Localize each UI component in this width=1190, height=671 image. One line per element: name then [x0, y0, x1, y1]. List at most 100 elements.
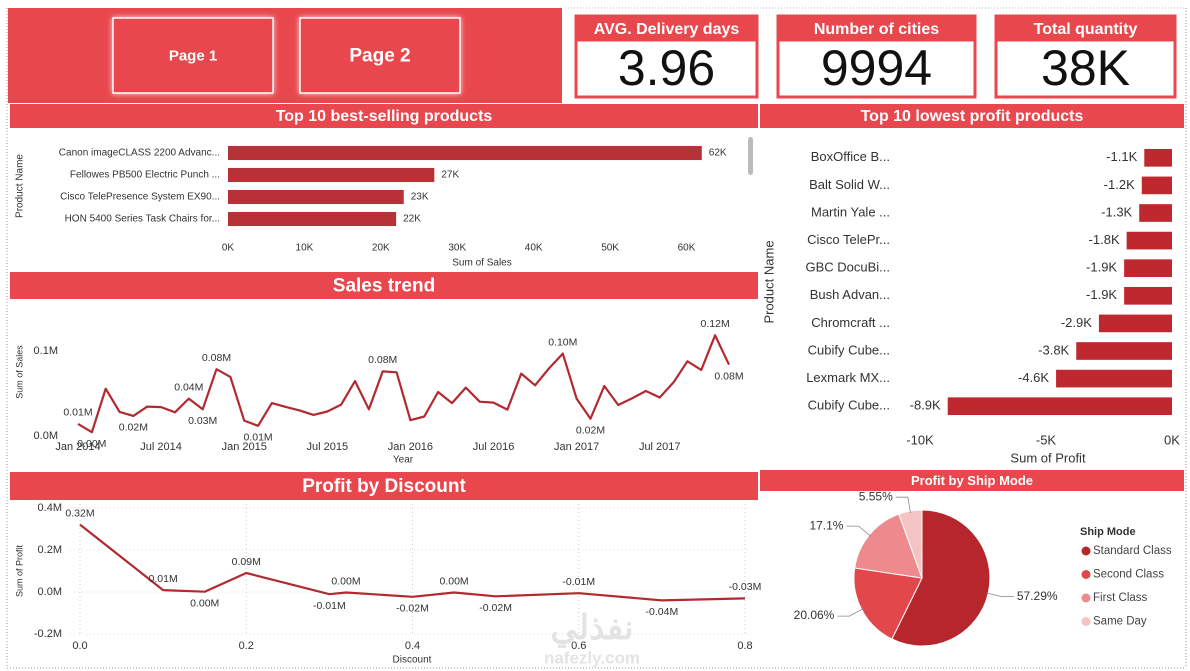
y-tick-label: HON 5400 Series Task Chairs for... — [65, 214, 220, 225]
y-axis-label: Sum of Sales — [14, 345, 24, 399]
data-label: 27K — [441, 170, 459, 181]
nav-panel — [8, 8, 562, 103]
x-tick-label: 30K — [448, 243, 466, 254]
data-label: 0.09M — [232, 556, 261, 568]
bar — [947, 397, 1172, 416]
x-tick-label: 60K — [678, 243, 696, 254]
bar — [1126, 231, 1172, 250]
y-tick-label: Cisco TelePresence System EX90... — [60, 192, 220, 203]
x-tick-label: Jan 2014 — [55, 441, 100, 453]
x-axis-label: Year — [393, 455, 414, 466]
chart-title: Top 10 best-selling products — [276, 108, 493, 125]
bar — [228, 189, 404, 205]
kpi-header — [779, 17, 974, 42]
x-tick-label: Jan 2015 — [222, 441, 267, 453]
x-axis-label: Sum of Sales — [452, 258, 511, 269]
data-label: 17.1% — [809, 518, 843, 532]
kpi-value: 38K — [1041, 40, 1130, 96]
legend-title: Ship Mode — [1080, 526, 1136, 538]
kpi-header — [997, 17, 1174, 42]
data-label: -0.01M — [313, 600, 346, 612]
x-tick-label: Jul 2016 — [473, 441, 515, 453]
x-tick-label: 20K — [372, 243, 390, 254]
section-header — [10, 272, 758, 299]
y-tick-label: GBC DocuBi... — [805, 260, 890, 275]
chart-title: Profit by Ship Mode — [911, 473, 1033, 488]
data-label: -1.8K — [1089, 232, 1120, 247]
page-button[interactable] — [112, 17, 274, 94]
legend-label: Second Class — [1093, 569, 1164, 581]
x-axis-label: Discount — [393, 655, 432, 666]
x-tick-label: -5K — [1036, 432, 1057, 447]
x-tick-label: 50K — [601, 243, 619, 254]
bar — [228, 211, 397, 227]
x-tick-label: Jan 2017 — [554, 441, 599, 453]
data-label: -1.9K — [1086, 287, 1117, 302]
leader-line — [895, 496, 911, 514]
leader-line — [986, 592, 1014, 597]
bar — [228, 167, 435, 183]
x-tick-label: 0.8 — [737, 640, 752, 652]
y-axis-label: Product Name — [15, 154, 26, 218]
line-series — [79, 523, 746, 602]
x-tick-label: Jul 2014 — [140, 441, 182, 453]
legend-label: Standard Class — [1093, 545, 1172, 557]
data-label: 0.00M — [190, 597, 219, 609]
data-label: 0.00M — [77, 438, 106, 450]
data-label: -1.3K — [1101, 204, 1132, 219]
data-label: -0.02M — [396, 603, 429, 615]
data-label: -0.02M — [479, 602, 512, 614]
data-label: 20.06% — [794, 608, 835, 622]
data-label: 0.10M — [548, 336, 577, 348]
y-tick-label: Martin Yale ... — [811, 204, 890, 219]
data-label: 0.04M — [174, 381, 203, 393]
watermark: نفذلي — [550, 609, 633, 648]
legend-label: First Class — [1093, 592, 1148, 604]
x-tick-label: Jul 2015 — [307, 441, 349, 453]
kpi-value: 3.96 — [618, 40, 715, 96]
chart-title: Profit by Discount — [302, 476, 466, 497]
bar — [1056, 369, 1172, 388]
x-tick-label: -10K — [906, 432, 934, 447]
x-tick-label: 40K — [525, 243, 543, 254]
data-label: -8.9K — [910, 398, 941, 413]
x-tick-label: Jul 2017 — [639, 441, 681, 453]
x-tick-label: 0K — [222, 243, 235, 254]
data-label: -2.9K — [1061, 315, 1092, 330]
data-label: 0.00M — [331, 575, 360, 587]
chart-title: Top 10 lowest profit products — [861, 108, 1084, 125]
data-label: 0.32M — [65, 507, 94, 519]
data-label: 0.08M — [202, 352, 231, 364]
x-tick-label: 0K — [1164, 432, 1180, 447]
leader-line — [837, 608, 864, 617]
data-label: 0.03M — [188, 415, 217, 427]
bar — [1139, 204, 1172, 222]
legend-swatch — [1081, 570, 1091, 579]
watermark: nafezly.com — [544, 648, 640, 667]
bar — [1124, 259, 1172, 278]
scrollbar — [748, 137, 753, 175]
data-label: -1.2K — [1104, 177, 1135, 192]
data-label: -0.04M — [646, 606, 679, 618]
y-tick-label: Cubify Cube... — [808, 342, 890, 357]
data-label: 0.12M — [701, 318, 730, 330]
data-label: 0.08M — [368, 354, 397, 366]
legend-swatch — [1081, 546, 1091, 556]
section-header — [760, 470, 1184, 491]
kpi-title: Total quantity — [1034, 21, 1138, 38]
line-series — [77, 334, 730, 434]
kpi-title: Number of cities — [814, 21, 939, 38]
bar — [228, 145, 702, 161]
data-label: -0.03M — [729, 581, 762, 593]
page-button-label[interactable]: Page 1 — [169, 47, 217, 64]
bar — [1141, 176, 1172, 195]
y-tick-label: 0.2M — [38, 544, 62, 556]
legend-label: Same Day — [1093, 616, 1147, 628]
data-label: 0.08M — [714, 371, 743, 383]
kpi-title: AVG. Delivery days — [594, 21, 740, 38]
page-button[interactable] — [299, 17, 461, 94]
page-button-label[interactable]: Page 2 — [349, 46, 410, 67]
section-header — [10, 472, 758, 500]
